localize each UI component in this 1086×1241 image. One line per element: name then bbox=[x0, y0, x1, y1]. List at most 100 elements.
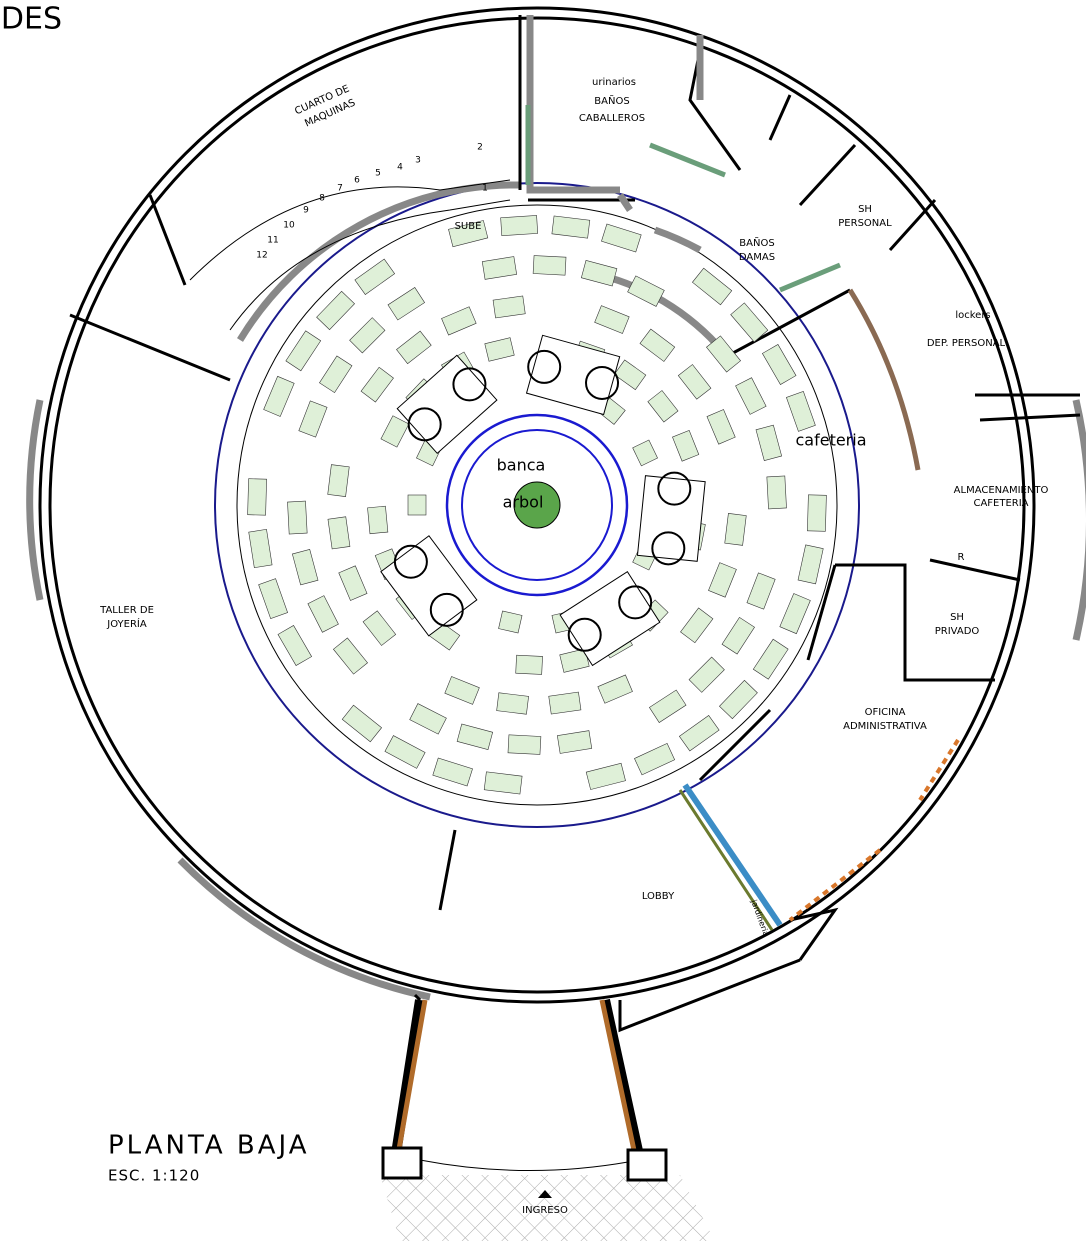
room-label: PERSONAL bbox=[838, 218, 892, 229]
bench bbox=[408, 495, 426, 515]
bench bbox=[288, 501, 308, 534]
bench bbox=[278, 625, 312, 665]
plan-scale: ESC. 1:120 bbox=[108, 1167, 200, 1185]
bench bbox=[736, 378, 767, 415]
stair-number: 2 bbox=[477, 143, 483, 153]
bench bbox=[482, 257, 516, 280]
plan-title: PLANTA BAJA bbox=[108, 1131, 310, 1161]
bench bbox=[264, 376, 295, 416]
stair-number: 4 bbox=[397, 163, 403, 173]
bench bbox=[681, 608, 713, 643]
bench bbox=[508, 735, 541, 755]
stair-number: 7 bbox=[337, 184, 343, 194]
room-label: SH bbox=[858, 204, 872, 215]
bench bbox=[598, 675, 633, 703]
bench bbox=[692, 268, 731, 305]
room-label: JOYERÍA bbox=[106, 617, 147, 630]
bench bbox=[581, 260, 617, 286]
bench bbox=[333, 638, 367, 674]
bench bbox=[679, 715, 719, 751]
bench bbox=[457, 724, 493, 750]
bench bbox=[767, 476, 787, 509]
bench bbox=[601, 224, 641, 252]
stair-number: 3 bbox=[415, 156, 421, 166]
room-label: BAÑOS bbox=[739, 236, 774, 249]
planter bbox=[685, 785, 780, 925]
bench bbox=[807, 495, 826, 532]
room-label: ALMACENAMIENTO bbox=[954, 485, 1049, 496]
bench bbox=[308, 596, 339, 633]
wall bbox=[655, 230, 700, 250]
column bbox=[628, 1150, 666, 1180]
planter bbox=[637, 476, 705, 562]
bench bbox=[501, 215, 538, 235]
glazing bbox=[30, 400, 40, 600]
bench bbox=[249, 529, 272, 567]
room-label: LOBBY bbox=[642, 891, 675, 902]
bench bbox=[649, 690, 686, 723]
bench bbox=[595, 306, 630, 334]
bench bbox=[385, 736, 425, 769]
entrance-glass bbox=[398, 1000, 635, 1155]
room-label: DEP. PERSONAL bbox=[927, 338, 1006, 349]
bench bbox=[497, 693, 529, 715]
bench bbox=[648, 391, 678, 423]
bench bbox=[586, 763, 625, 789]
bench bbox=[798, 545, 823, 584]
bench bbox=[339, 566, 367, 601]
entrance-wall bbox=[395, 1000, 640, 1160]
room-label: ADMINISTRATIVA bbox=[843, 721, 927, 732]
bench bbox=[672, 430, 698, 461]
glazing bbox=[1076, 400, 1086, 640]
stair-number: 6 bbox=[354, 176, 360, 186]
bench bbox=[368, 506, 388, 534]
room-label: banca bbox=[497, 456, 546, 475]
bench bbox=[363, 611, 396, 646]
bench bbox=[442, 307, 477, 335]
bench bbox=[725, 513, 747, 545]
bench bbox=[786, 391, 815, 431]
bench bbox=[381, 416, 409, 447]
bench bbox=[552, 216, 590, 238]
room-label: SH bbox=[950, 612, 964, 623]
bench bbox=[516, 655, 543, 674]
bench bbox=[484, 772, 522, 794]
bench bbox=[747, 573, 775, 609]
room-label: R bbox=[958, 552, 965, 563]
room-label: CABALLEROS bbox=[579, 113, 645, 124]
bench bbox=[388, 287, 425, 320]
bench bbox=[533, 256, 566, 276]
bench bbox=[762, 344, 796, 384]
bench bbox=[753, 639, 788, 679]
glazing bbox=[180, 860, 430, 997]
stair-number: 10 bbox=[283, 221, 295, 231]
bench bbox=[355, 259, 395, 295]
stair-number: 11 bbox=[267, 236, 278, 246]
bench bbox=[689, 657, 724, 692]
bench bbox=[319, 356, 352, 393]
bench bbox=[628, 276, 665, 307]
partition bbox=[528, 105, 840, 290]
threshold bbox=[420, 1160, 628, 1171]
bench bbox=[485, 338, 514, 362]
bench bbox=[292, 549, 318, 585]
bench bbox=[614, 360, 646, 390]
bench bbox=[708, 563, 736, 598]
room-label: CAFETERIA bbox=[973, 498, 1028, 509]
stair-number: 9 bbox=[303, 206, 309, 216]
window bbox=[790, 740, 958, 920]
bench bbox=[780, 594, 811, 634]
room-label: TALLER DE bbox=[99, 605, 154, 616]
bench bbox=[549, 692, 581, 714]
room-label: lockers bbox=[955, 310, 990, 321]
room-label: BAÑOS bbox=[594, 94, 629, 107]
planter bbox=[527, 335, 620, 414]
column bbox=[383, 1148, 421, 1178]
stair-number: 1 bbox=[482, 184, 488, 194]
room-label: SUBE bbox=[455, 221, 482, 232]
bench bbox=[328, 517, 350, 549]
bench bbox=[756, 425, 782, 461]
bench bbox=[248, 479, 267, 516]
bench bbox=[397, 331, 432, 364]
planter bbox=[397, 355, 497, 453]
